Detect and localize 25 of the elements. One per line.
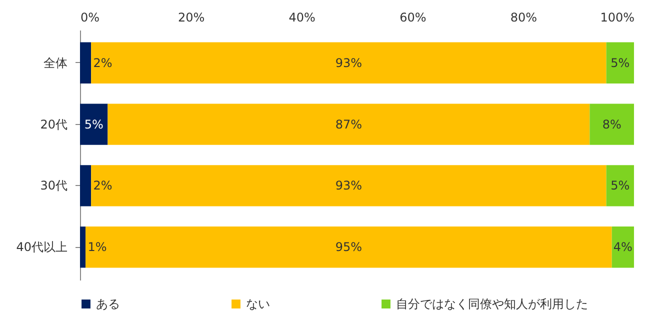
y-tick-label: 30代 xyxy=(40,178,68,193)
data-label: 4% xyxy=(613,240,632,254)
data-label: 5% xyxy=(610,178,630,193)
data-label: 95% xyxy=(335,240,362,254)
legend-label: 自分ではなく同僚や知人が利用した xyxy=(396,297,588,311)
x-tick-label: 80% xyxy=(510,10,538,24)
y-tick-label: 全体 xyxy=(44,56,68,70)
data-label: 8% xyxy=(602,117,622,132)
data-label: 2% xyxy=(93,56,112,70)
x-tick-label: 60% xyxy=(400,10,426,24)
x-tick-label: 20% xyxy=(178,10,205,24)
x-tick-label: 100% xyxy=(600,10,634,24)
data-label: 93% xyxy=(335,178,362,193)
data-label: 87% xyxy=(335,117,362,132)
data-label: 2% xyxy=(93,178,112,193)
y-tick-label: 40代以上 xyxy=(16,240,68,254)
y-tick-label: 20代 xyxy=(40,117,68,132)
data-label: 1% xyxy=(88,240,107,254)
x-tick-label: 0% xyxy=(80,10,100,24)
data-label: 5% xyxy=(84,117,104,132)
legend-label: ない xyxy=(246,297,270,311)
data-label: 5% xyxy=(610,56,630,70)
legend-label: ある xyxy=(96,297,120,311)
data-label: 93% xyxy=(335,56,362,70)
x-tick-label: 40% xyxy=(288,10,316,24)
